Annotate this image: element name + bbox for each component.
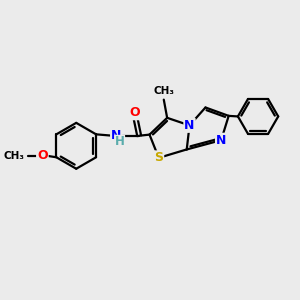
Text: CH₃: CH₃ bbox=[3, 151, 24, 161]
Text: H: H bbox=[115, 135, 124, 148]
Text: N: N bbox=[216, 134, 226, 147]
Text: N: N bbox=[111, 129, 122, 142]
Text: N: N bbox=[184, 119, 195, 132]
Text: O: O bbox=[37, 149, 48, 162]
Text: S: S bbox=[154, 151, 163, 164]
Text: O: O bbox=[130, 106, 140, 119]
Text: CH₃: CH₃ bbox=[153, 86, 174, 96]
